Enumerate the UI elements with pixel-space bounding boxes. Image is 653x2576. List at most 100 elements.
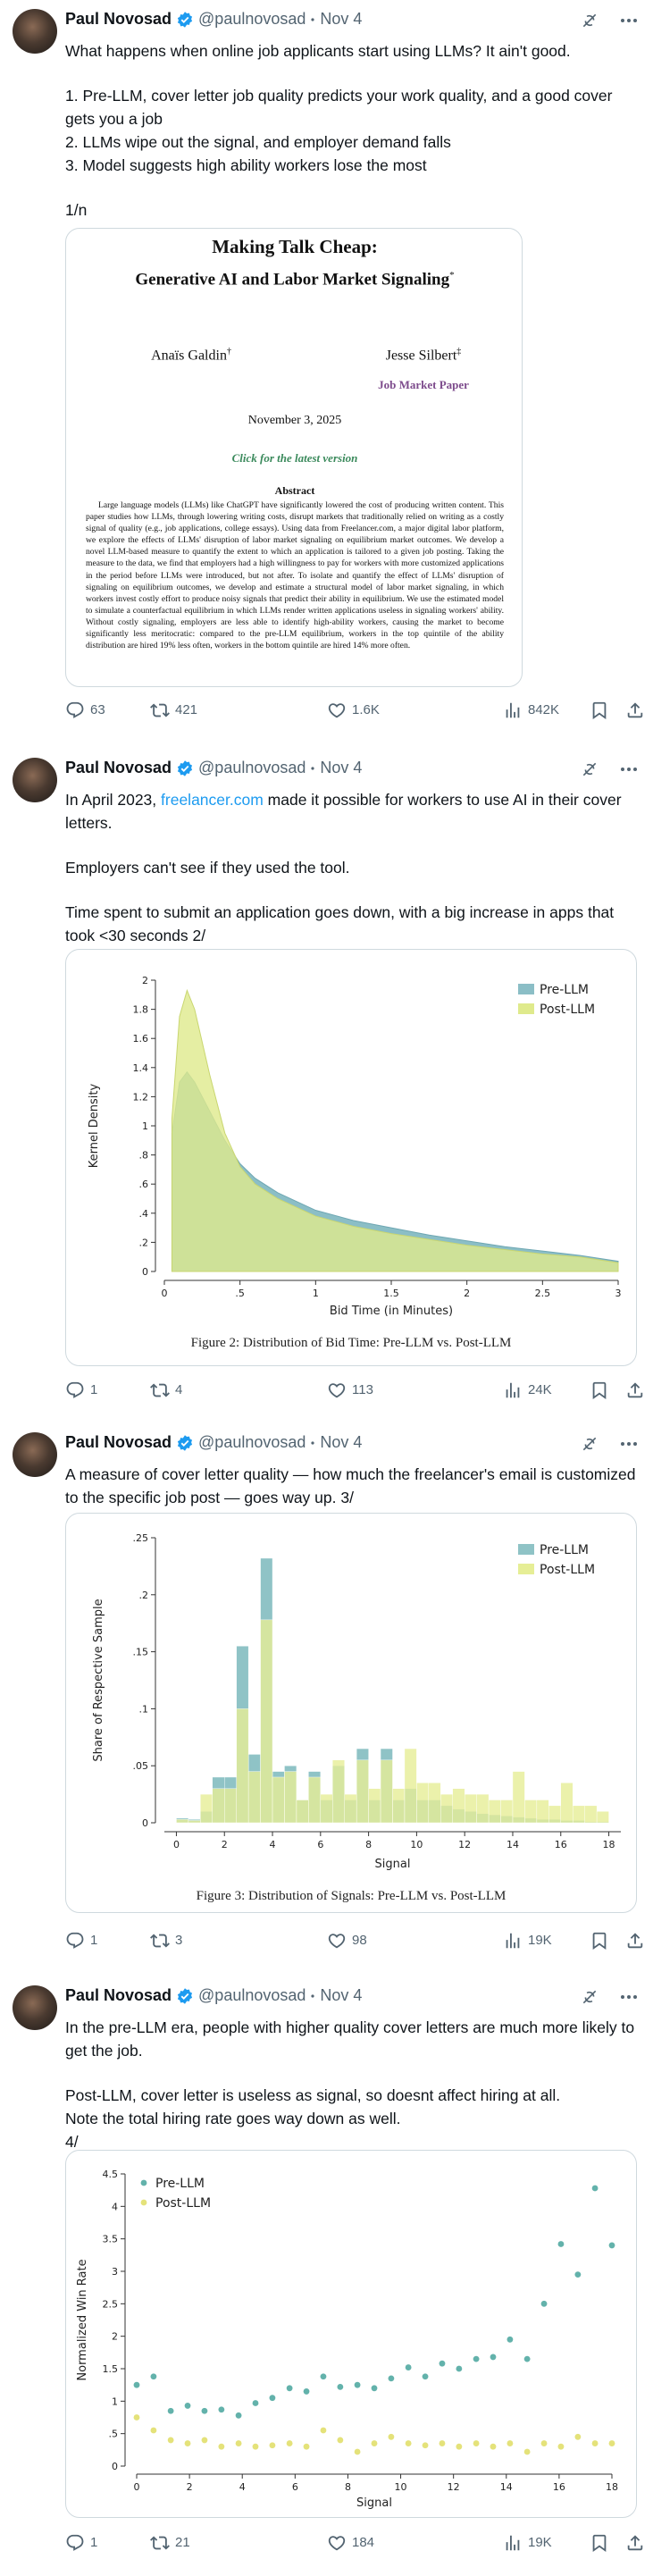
paper-link[interactable]: Click for the latest version [231,451,358,465]
share-button[interactable] [625,2533,645,2553]
author-name[interactable]: Paul Novosad [65,1986,172,2004]
histogram-bar [380,1759,393,1824]
paper-subtitle: Generative AI and Labor Market Signaling [135,270,450,289]
histogram-bar [224,1788,237,1824]
badge-shape [177,1987,193,2004]
repost-button[interactable] [150,1931,170,1951]
avatar[interactable] [13,758,57,802]
x-tick-label: 10 [395,2481,407,2493]
author-handle[interactable]: @paulnovosad [198,10,306,28]
y-tick-label: .4 [139,1208,149,1220]
histogram-bar [296,1800,309,1824]
chart: 0 .5 1 1.5 2 2.5 3 3.5 4 4.5 0 2 4 6 8 10 12 14 16 18 Signal… [76,2169,618,2510]
scatter-point [456,2443,463,2450]
y-axis-title: Normalized Win Rate [76,2259,89,2380]
like-button[interactable] [327,1380,347,1400]
x-tick-label: 12 [458,1839,471,1850]
text-link[interactable]: freelancer.com [161,791,264,809]
grok-button[interactable] [581,1988,599,2006]
y-tick-label: 1.2 [133,1091,149,1103]
reply-button[interactable] [65,1380,85,1400]
views-button-glyph [506,2535,520,2551]
share-button[interactable] [625,1931,645,1951]
more-button[interactable] [618,1435,640,1453]
y-tick-label: 3 [112,2266,118,2278]
scatter-point [439,2440,446,2446]
grok-button[interactable] [581,12,599,29]
bookmark-button-glyph [592,701,607,720]
paper-image[interactable]: Making Talk Cheap: Generative AI and Labo… [65,228,523,687]
bookmark-button[interactable] [590,2533,609,2553]
views-button[interactable] [503,1380,523,1400]
views-count: 842K [528,702,560,717]
separator-dot [311,766,314,770]
grok-glyph [582,1990,597,2004]
reply-button-glyph [66,701,84,718]
badge-shape [177,1434,193,1451]
x-tick-label: 18 [606,2481,618,2493]
like-button[interactable] [327,1931,347,1951]
tweet-text: In April 2023, freelancer.com made it po… [65,788,637,947]
views-count: 24K [528,1382,552,1397]
more-dot [627,1442,631,1446]
views-button[interactable] [503,2533,523,2553]
views-button[interactable] [503,1931,523,1951]
scatter-point [490,2354,497,2361]
reply-button-glyph [66,1381,84,1398]
badge-shape [177,11,193,28]
legend-label: Pre-LLM [540,1543,589,1557]
repost-button[interactable] [150,1380,170,1400]
chart-image[interactable]: 0 .2 .4 .6 .8 1 1.2 1.4 1.6 1.8 2 0 .5 1 1.5 2 2.5 3 Bid T… [65,949,637,1366]
bookmark-button[interactable] [590,1380,609,1400]
like-button[interactable] [327,701,347,720]
bookmark-button[interactable] [590,701,609,720]
author-handle[interactable]: @paulnovosad [198,1986,306,2004]
reply-button[interactable] [65,2533,85,2553]
bookmark-button[interactable] [590,1931,609,1951]
dot [311,766,314,770]
more-button[interactable] [618,760,640,778]
chart-image[interactable]: 0 .5 1 1.5 2 2.5 3 3.5 4 4.5 0 2 4 6 8 10 12 14 16 18 Signal… [65,2150,637,2518]
avatar[interactable] [13,9,57,54]
grok-button[interactable] [581,1435,599,1453]
share-button[interactable] [625,1380,645,1400]
post-time[interactable]: Nov 4 [320,759,363,776]
reply-button[interactable] [65,701,85,720]
reply-button-glyph [66,1932,84,1949]
paper-author: Jesse Silbert‡ [325,347,522,364]
scatter-point [167,2437,174,2444]
author-name[interactable]: Paul Novosad [65,759,172,776]
more-dot [627,768,631,771]
figure-caption: Figure 3: Distribution of Signals: Pre-L… [197,1889,506,1903]
author-handle[interactable]: @paulnovosad [198,1433,306,1451]
post-time[interactable]: Nov 4 [320,1433,363,1451]
x-tick-label: 16 [555,1839,567,1850]
share-button[interactable] [625,701,645,720]
author-handle[interactable]: @paulnovosad [198,759,306,776]
chart-image[interactable]: 0 .05 .1 .15 .2 .25 0 2 4 6 8 10 12 14 16 18 Signal Share… [65,1513,637,1913]
more-button[interactable] [618,12,640,29]
tweet-line: In April 2023, freelancer.com made it po… [65,788,637,835]
reply-button[interactable] [65,1931,85,1951]
post-time[interactable]: Nov 4 [320,10,363,28]
avatar[interactable] [13,1432,57,1477]
legend-label: Post-LLM [155,2196,211,2211]
avatar[interactable] [13,1985,57,2030]
author-name[interactable]: Paul Novosad [65,10,172,28]
post-time[interactable]: Nov 4 [320,1986,363,2004]
scatter-point [218,2406,225,2413]
bookmark-button-glyph [592,1381,607,1400]
x-axis-title: Signal [375,1858,411,1871]
repost-button[interactable] [150,2533,170,2553]
author-name[interactable]: Paul Novosad [65,1433,172,1451]
repost-button[interactable] [150,701,170,720]
more-button[interactable] [618,1988,640,2006]
like-button[interactable] [327,2533,347,2553]
grok-button[interactable] [581,760,599,778]
replies-count: 1 [90,1382,98,1397]
badge-check [180,1993,189,2000]
scatter-point [456,2365,463,2372]
views-button[interactable] [503,701,523,720]
x-axis-title: Signal [356,2496,392,2510]
chart: 0 .2 .4 .6 .8 1 1.2 1.4 1.6 1.8 2 0 .5 1 1.5 2 2.5 3 Bid T… [88,975,622,1350]
